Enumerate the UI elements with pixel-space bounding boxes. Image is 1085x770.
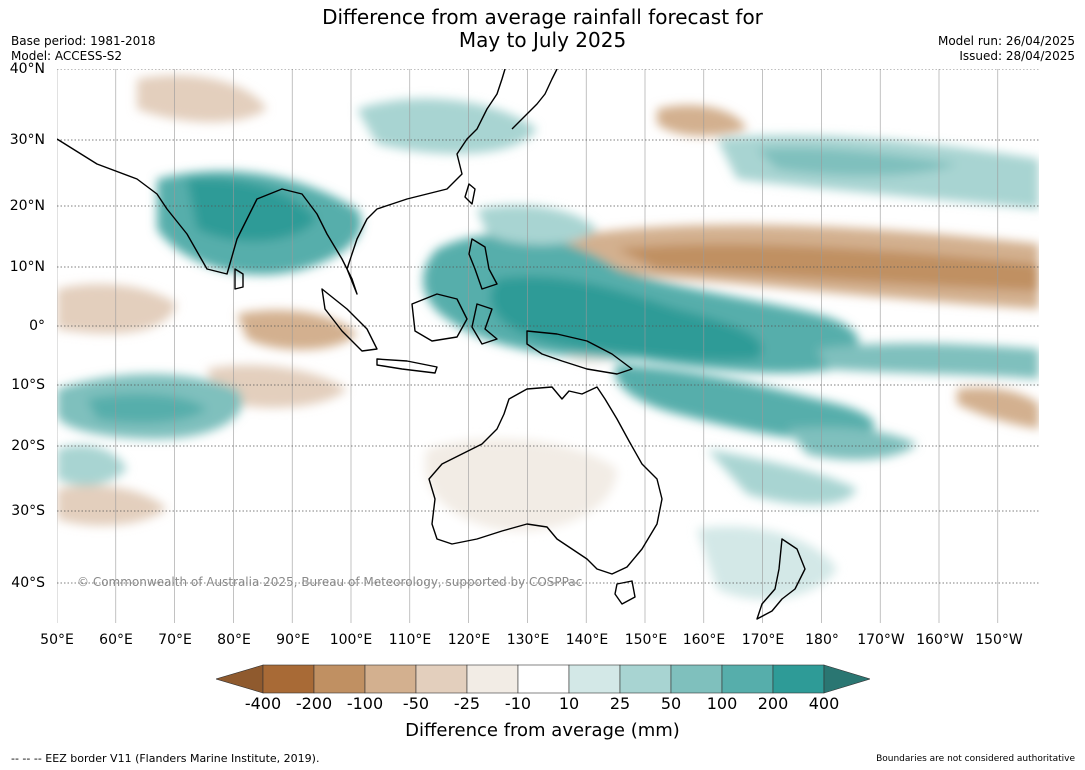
new-guinea-coast [526,330,633,375]
borneo-coast [411,293,468,342]
lon-label-160w: 160°W [916,632,964,648]
java-coast [376,358,438,374]
rainfall-anomaly-map: © Commonwealth of Australia 2025, Bureau… [57,69,1039,623]
tasmania-coast [614,580,636,605]
lon-label-80e: 80°E [217,632,251,648]
model-name: Model: ACCESS-S2 [11,49,123,63]
coastlines [57,69,806,620]
colorbar-bin-6 [517,664,570,694]
lon-label-170e: 170°E [741,632,785,648]
taiwan-coast [464,183,476,205]
colorbar-bin-1 [262,664,315,694]
sri-lanka-coast [234,268,244,290]
lon-label-160e: 160°E [682,632,726,648]
lat-label-20n: 20°N [9,198,45,214]
chart-title-line1: Difference from average rainfall forecas… [322,5,763,29]
lon-label-120e: 120°E [447,632,491,648]
colorbar-tick-5: -25 [453,694,481,713]
colorbar-bin-10 [721,664,774,694]
colorbar-bin-7 [568,664,621,694]
copyright-notice: © Commonwealth of Australia 2025, Bureau… [77,575,582,589]
lon-label-130e: 130°E [506,632,550,648]
lon-label-150e: 150°E [624,632,668,648]
colorbar [216,664,870,694]
colorbar-extend-low [216,664,264,694]
colorbar-tick-3: -100 [346,694,384,713]
eez-border-note: -- -- -- EEZ border V11 (Flanders Marine… [11,752,320,765]
chart-title-line2: May to July 2025 [458,28,627,52]
colorbar-tick-11: 200 [757,694,789,713]
lon-label-100e: 100°E [329,632,373,648]
lon-label-50e: 50°E [40,632,74,648]
new-zealand-coast [756,538,806,620]
colorbar-bin-4 [415,664,468,694]
asia-mainland-coast [57,69,506,295]
colorbar-tick-9: 50 [660,694,682,713]
australia-coast [428,386,663,575]
colorbar-bin-8 [619,664,672,694]
model-run: Model run: 26/04/2025 [937,34,1075,48]
colorbar-bin-3 [364,664,417,694]
boundaries-disclaimer: Boundaries are not considered authoritat… [876,754,1075,764]
colorbar-tick-10: 100 [706,694,738,713]
colorbar-tick-12: 400 [808,694,840,713]
sulawesi-coast [471,303,498,345]
colorbar-bin-5 [466,664,519,694]
lon-label-70e: 70°E [158,632,192,648]
lat-label-30s: 30°S [11,503,45,519]
colorbar-tick-1: -400 [244,694,282,713]
colorbar-extend-high [823,664,870,694]
lat-label-30n: 30°N [9,132,45,148]
sumatra-coast [321,288,378,352]
lon-label-60e: 60°E [99,632,133,648]
base-period: Base period: 1981-2018 [11,34,156,48]
colorbar-tick-4: -50 [402,694,430,713]
lon-label-180: 180° [805,632,839,648]
lon-label-150w: 150°W [975,632,1023,648]
issued-date: Issued: 28/04/2025 [959,49,1075,63]
latitude-gridlines [57,69,1039,584]
lon-label-110e: 110°E [388,632,432,648]
longitude-gridlines [57,69,999,623]
lat-label-20s: 20°S [11,438,45,454]
colorbar-tick-7: 10 [558,694,580,713]
lon-label-170w: 170°W [857,632,905,648]
colorbar-bin-2 [313,664,366,694]
lat-label-40s: 40°S [11,575,45,591]
lat-label-equator: 0° [29,318,45,334]
lat-label-10n: 10°N [9,259,45,275]
lon-label-140e: 140°E [565,632,609,648]
lon-label-90e: 90°E [276,632,310,648]
japan-coast [511,69,558,130]
lat-label-10s: 10°S [11,377,45,393]
colorbar-bin-9 [670,664,723,694]
colorbar-tick-6: -10 [504,694,532,713]
lat-label-40n: 40°N [9,61,45,77]
colorbar-title: Difference from average (mm) [405,720,680,741]
colorbar-bin-11 [772,664,825,694]
colorbar-tick-8: 25 [609,694,631,713]
philippines-coast [468,238,498,290]
colorbar-tick-2: -200 [295,694,333,713]
